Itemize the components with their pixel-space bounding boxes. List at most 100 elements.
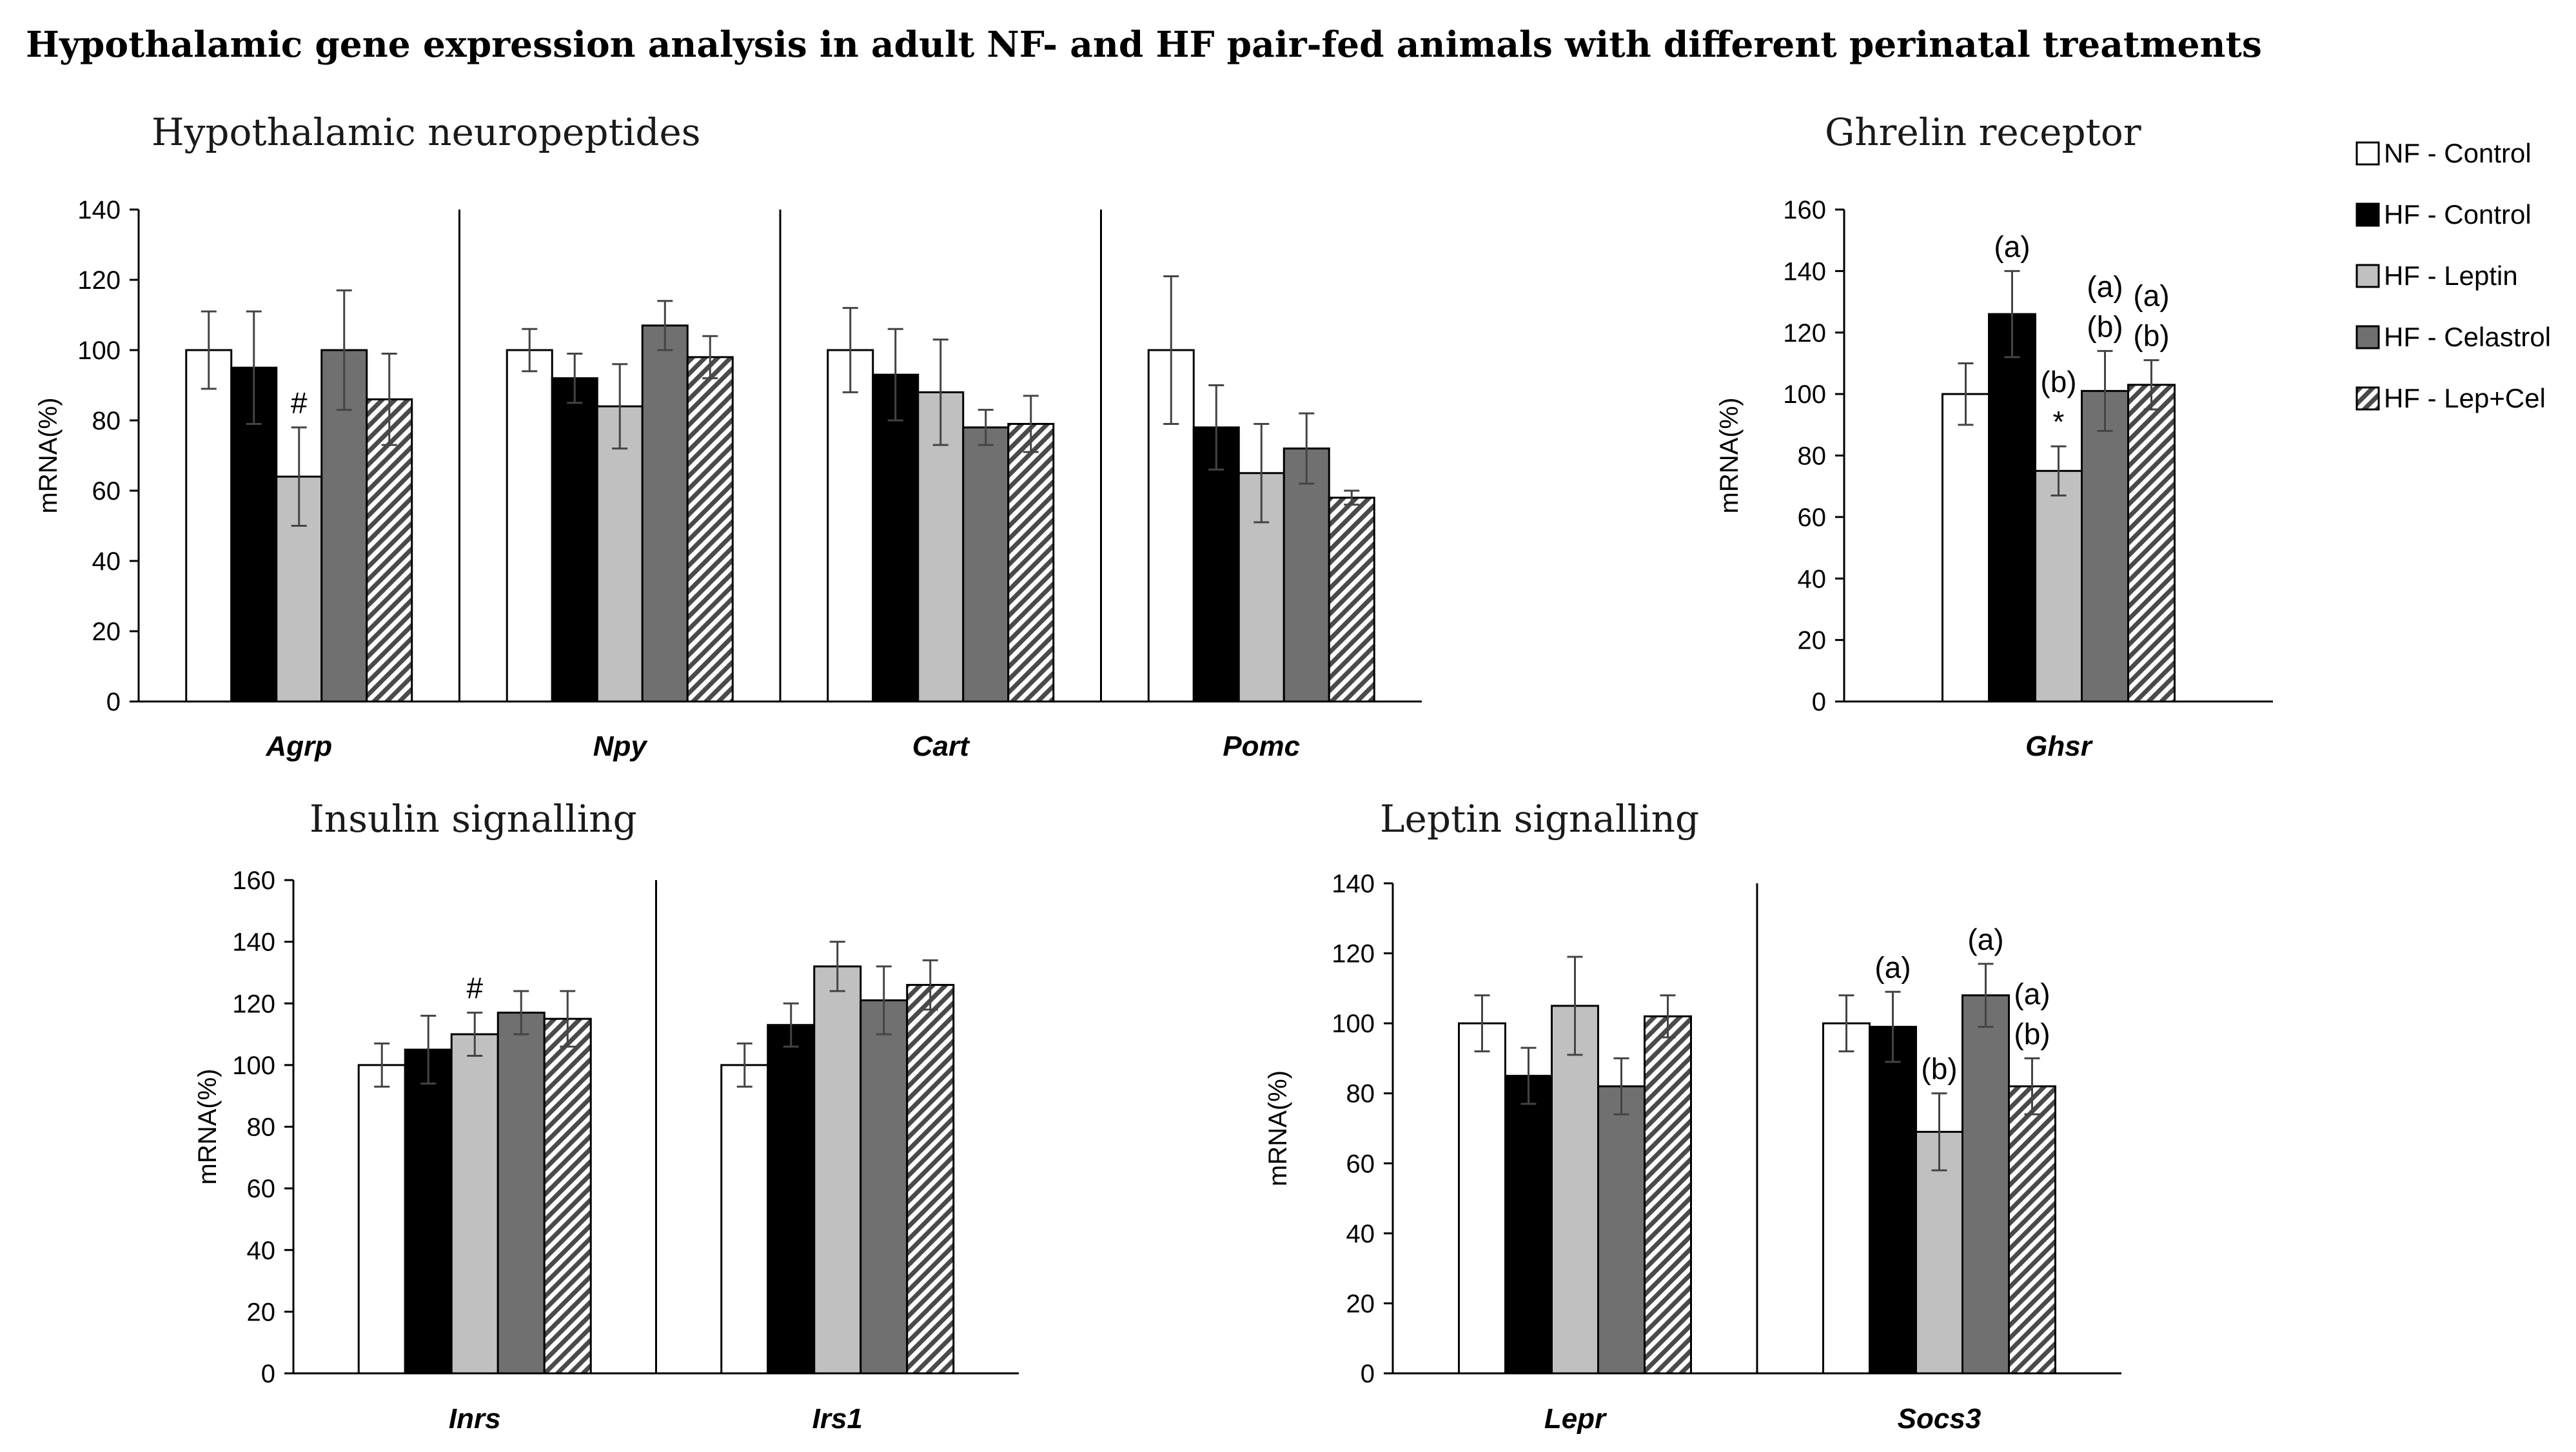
bar-agrp-series-2 xyxy=(230,366,278,703)
y-tick-label: 80 xyxy=(247,1114,276,1142)
bar-inrs-series-2 xyxy=(404,1048,453,1375)
y-tick-label: 40 xyxy=(247,1237,276,1265)
category-label: Pomc xyxy=(1223,731,1300,762)
y-tick-label: 100 xyxy=(77,337,121,365)
category-label: Irs1 xyxy=(812,1403,863,1435)
y-tick-label: 120 xyxy=(1332,940,1375,968)
significance-annotation: (b) xyxy=(2014,1017,2050,1050)
chart-panel-3: Insulin signalling 0 20 40 60 80 100 120 140 160 m… xyxy=(193,797,1019,1435)
category-label: Lepr xyxy=(1544,1403,1608,1435)
category-label: Ghsr xyxy=(2025,731,2094,762)
bar-irs1-series-3 xyxy=(813,965,862,1375)
y-tick-label: 0 xyxy=(1361,1360,1375,1388)
bar-ghsr-series-2 xyxy=(1988,313,2036,703)
bar-npy-series-5 xyxy=(686,356,734,703)
legend-label: HF - Control xyxy=(2384,199,2532,230)
bar-npy-series-2 xyxy=(551,377,598,703)
bar-socs3-series-4 xyxy=(1961,994,2010,1375)
significance-annotation: (a) xyxy=(1874,950,1911,984)
category-label: Socs3 xyxy=(1898,1403,1981,1435)
y-axis-label: mRNA(%) xyxy=(34,398,63,514)
bar-lepr-series-5 xyxy=(1644,1015,1692,1375)
y-tick-label: 60 xyxy=(92,477,121,505)
y-tick-label: 20 xyxy=(247,1298,276,1326)
legend-label: NF - Control xyxy=(2384,138,2532,168)
bar-cart-series-5 xyxy=(1007,422,1055,703)
bar-irs1-series-2 xyxy=(767,1024,816,1375)
y-tick-label: 0 xyxy=(261,1360,275,1388)
bar-irs1-series-4 xyxy=(860,999,909,1375)
significance-annotation: # xyxy=(291,386,308,420)
bar-ghsr-series-3 xyxy=(2034,469,2083,703)
bar-cart-series-2 xyxy=(872,373,919,703)
bar-npy-series-3 xyxy=(596,405,644,703)
y-axis-label: mRNA(%) xyxy=(1264,1070,1292,1186)
y-tick-label: 120 xyxy=(77,266,121,295)
y-tick-label: 0 xyxy=(106,688,121,716)
significance-annotation: * xyxy=(2053,405,2065,438)
y-tick-label: 40 xyxy=(1798,565,1827,593)
legend-label: HF - Lep+Cel xyxy=(2384,383,2546,413)
y-tick-label: 140 xyxy=(1783,257,1826,286)
bar-agrp-series-4 xyxy=(320,349,368,703)
legend-label: HF - Leptin xyxy=(2384,260,2518,291)
y-tick-label: 20 xyxy=(92,618,121,646)
y-tick-label: 80 xyxy=(1346,1080,1375,1108)
y-tick-label: 100 xyxy=(1783,380,1826,409)
category-label: Cart xyxy=(912,731,970,762)
bar-agrp-series-5 xyxy=(366,398,413,703)
bar-socs3-series-1 xyxy=(1822,1022,1871,1375)
y-tick-label: 160 xyxy=(232,867,275,895)
bar-ghsr-series-1 xyxy=(1942,393,1990,703)
bar-ghsr-series-4 xyxy=(2081,389,2129,703)
bar-irs1-series-5 xyxy=(906,984,955,1375)
bar-inrs-series-4 xyxy=(497,1012,546,1375)
significance-annotation: (a) xyxy=(2087,270,2123,303)
panel-title: Leptin signalling xyxy=(1380,797,1699,841)
significance-annotation: (a) xyxy=(1994,230,2030,263)
bar-irs1-series-1 xyxy=(720,1064,769,1375)
y-tick-label: 20 xyxy=(1346,1290,1375,1318)
significance-annotation: (b) xyxy=(2040,365,2076,398)
bar-lepr-series-2 xyxy=(1504,1075,1553,1375)
bar-inrs-series-5 xyxy=(543,1017,592,1375)
significance-annotation: (a) xyxy=(2014,977,2050,1010)
y-tick-label: 140 xyxy=(232,928,275,957)
bar-lepr-series-4 xyxy=(1597,1085,1646,1375)
category-label: Inrs xyxy=(449,1403,501,1435)
significance-annotation: (b) xyxy=(2087,309,2123,343)
bar-npy-series-4 xyxy=(641,324,689,703)
bar-pomc-series-5 xyxy=(1328,496,1375,703)
bar-socs3-series-5 xyxy=(2008,1085,2056,1375)
bar-lepr-series-1 xyxy=(1458,1022,1506,1375)
y-tick-label: 40 xyxy=(1346,1220,1375,1248)
y-tick-label: 80 xyxy=(92,407,121,435)
significance-annotation: (a) xyxy=(2133,279,2169,313)
category-label: Npy xyxy=(593,731,649,762)
y-tick-label: 140 xyxy=(1332,870,1375,898)
y-tick-label: 60 xyxy=(247,1175,276,1203)
bar-inrs-series-3 xyxy=(450,1033,499,1375)
bar-npy-series-1 xyxy=(506,349,553,703)
significance-annotation: (a) xyxy=(1967,923,2003,956)
panels: Hypothalamic neuropeptides 0 20 40 60 80 100 12… xyxy=(34,110,2273,1435)
significance-annotation: # xyxy=(466,972,483,1005)
y-tick-label: 80 xyxy=(1798,442,1827,471)
legend-swatch xyxy=(2355,202,2380,227)
bar-pomc-series-2 xyxy=(1192,426,1240,703)
bar-lepr-series-3 xyxy=(1551,1005,1599,1375)
legend-swatch xyxy=(2355,141,2380,166)
bar-pomc-series-4 xyxy=(1283,447,1330,703)
y-tick-label: 140 xyxy=(77,196,121,224)
category-label: Agrp xyxy=(265,731,332,762)
chart-panel-4: Leptin signalling 0 20 40 60 80 100 120 140 mRNA(… xyxy=(1264,797,2121,1435)
bar-ghsr-series-5 xyxy=(2127,384,2176,703)
legend-swatch xyxy=(2355,386,2380,411)
panel-title: Ghrelin receptor xyxy=(1825,110,2141,154)
legend-swatch xyxy=(2355,325,2380,349)
y-axis-label: mRNA(%) xyxy=(193,1069,222,1185)
y-axis-label: mRNA(%) xyxy=(1715,398,1744,514)
bar-socs3-series-3 xyxy=(1915,1130,1963,1375)
bar-cart-series-1 xyxy=(827,349,874,703)
